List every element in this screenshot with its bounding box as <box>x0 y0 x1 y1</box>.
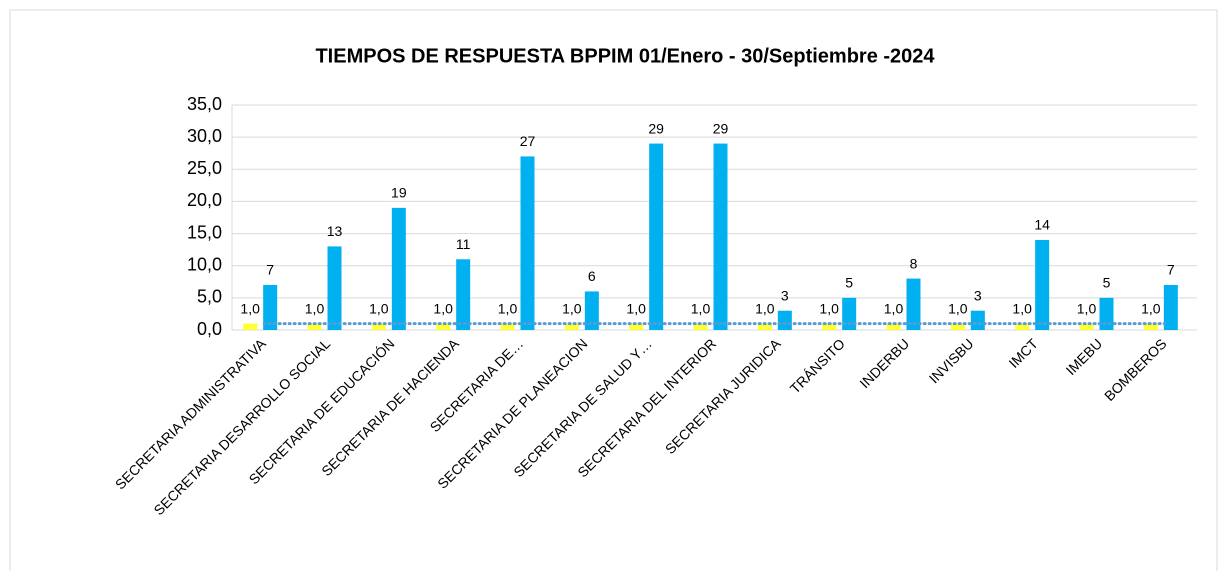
data-label: 1,0 <box>1077 300 1097 316</box>
data-label: 27 <box>520 133 536 149</box>
data-label: 14 <box>1034 217 1050 233</box>
bar <box>500 323 515 330</box>
bar <box>456 259 471 330</box>
data-label: 1,0 <box>369 300 389 316</box>
y-tick-label: 10,0 <box>187 254 222 274</box>
data-label: 11 <box>456 236 471 252</box>
bar <box>693 323 708 330</box>
bar <box>970 310 985 330</box>
data-label: 1,0 <box>755 300 775 316</box>
y-tick-label: 0,0 <box>197 319 222 339</box>
bar <box>371 323 386 330</box>
data-label: 19 <box>391 185 407 201</box>
data-label: 29 <box>648 120 664 136</box>
bar <box>1099 297 1114 330</box>
data-label: 3 <box>974 287 982 303</box>
y-tick-label: 15,0 <box>187 222 222 242</box>
data-label: 1,0 <box>884 300 904 316</box>
data-label: 1,0 <box>240 300 260 316</box>
data-label: 7 <box>266 262 274 278</box>
data-label: 1,0 <box>1012 300 1032 316</box>
bar <box>1079 323 1094 330</box>
bar <box>713 143 728 330</box>
bar <box>243 323 258 330</box>
data-label: 1,0 <box>819 300 839 316</box>
bar <box>564 323 579 330</box>
data-label: 29 <box>713 120 729 136</box>
bar <box>906 278 921 330</box>
bar <box>629 323 644 330</box>
bar <box>822 323 837 330</box>
data-label: 1,0 <box>1141 300 1161 316</box>
bar <box>1035 240 1050 330</box>
y-tick-label: 20,0 <box>187 190 222 210</box>
data-label: 13 <box>327 223 343 239</box>
data-label: 5 <box>845 275 853 291</box>
data-label: 1,0 <box>691 300 711 316</box>
bar <box>886 323 901 330</box>
bar <box>842 297 857 330</box>
bar <box>777 310 792 330</box>
data-label: 1,0 <box>626 300 646 316</box>
y-tick-label: 25,0 <box>187 158 222 178</box>
data-label: 6 <box>588 268 596 284</box>
chart-frame <box>9 9 1218 571</box>
bar <box>436 323 451 330</box>
y-tick-label: 35,0 <box>187 94 222 114</box>
data-label: 7 <box>1167 262 1175 278</box>
data-label: 8 <box>910 255 918 271</box>
bar <box>327 246 342 330</box>
bar <box>757 323 772 330</box>
y-tick-label: 30,0 <box>187 126 222 146</box>
data-label: 1,0 <box>305 300 325 316</box>
bar <box>584 291 599 330</box>
bar <box>1015 323 1030 330</box>
bar <box>520 156 535 330</box>
data-label: 1,0 <box>433 300 453 316</box>
bar <box>1143 323 1158 330</box>
bar <box>1163 285 1178 330</box>
data-label: 1,0 <box>948 300 968 316</box>
y-tick-label: 5,0 <box>197 287 222 307</box>
data-label: 3 <box>781 287 789 303</box>
bar <box>391 207 406 330</box>
chart-title: TIEMPOS DE RESPUESTA BPPIM 01/Enero - 30… <box>315 45 935 67</box>
bar <box>950 323 965 330</box>
bar <box>263 285 278 330</box>
data-label: 5 <box>1103 275 1111 291</box>
bar <box>307 323 322 330</box>
data-label: 1,0 <box>498 300 518 316</box>
bar <box>649 143 664 330</box>
data-label: 1,0 <box>562 300 582 316</box>
